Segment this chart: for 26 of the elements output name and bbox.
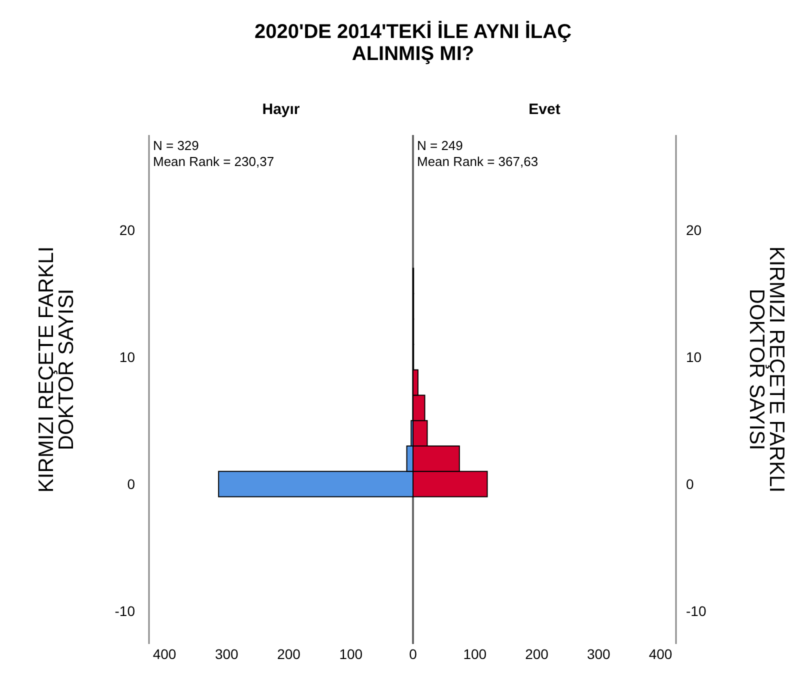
x-tick-label: 100 — [463, 646, 487, 662]
y-tick-label: -10 — [686, 602, 706, 619]
x-tick-label: 0 — [409, 646, 418, 662]
y-tick-label: 0 — [127, 476, 136, 492]
x-tick-label: 100 — [339, 646, 363, 662]
y-tick-label: -10 — [114, 602, 136, 619]
chart-title: 2020'DE 2014'TEKİ İLE AYNI İLAÇ ALINMIŞ MI? — [254, 20, 572, 65]
x-tick-label: 200 — [525, 646, 549, 662]
y-axis-title: KIRMIZI REÇETE FARKLI DOKTOR SAYISI — [35, 246, 78, 493]
y-tick-label: 0 — [686, 476, 694, 492]
annotation: N = 249 — [417, 138, 463, 153]
annotation: Mean Rank = 367,63 — [417, 154, 538, 169]
x-tick-label: 200 — [277, 646, 301, 662]
y-tick-label: 20 — [119, 222, 136, 238]
y-tick-label: 20 — [686, 222, 702, 238]
y-tick-label: 10 — [119, 349, 136, 366]
chart-subtitle: Hayır — [262, 101, 300, 118]
y-axis-title: KIRMIZI REÇETE FARKLI DOKTOR SAYISI — [745, 246, 788, 493]
chart-subtitle: Evet — [528, 101, 560, 118]
annotation: N = 329 — [153, 138, 199, 153]
x-tick-label: 400 — [152, 646, 176, 662]
y-tick-label: 10 — [686, 349, 702, 366]
x-tick-label: 300 — [214, 646, 239, 662]
x-tick-label: 300 — [586, 646, 611, 662]
annotation: Mean Rank = 230,37 — [153, 154, 274, 169]
x-tick-label: 400 — [648, 646, 672, 662]
